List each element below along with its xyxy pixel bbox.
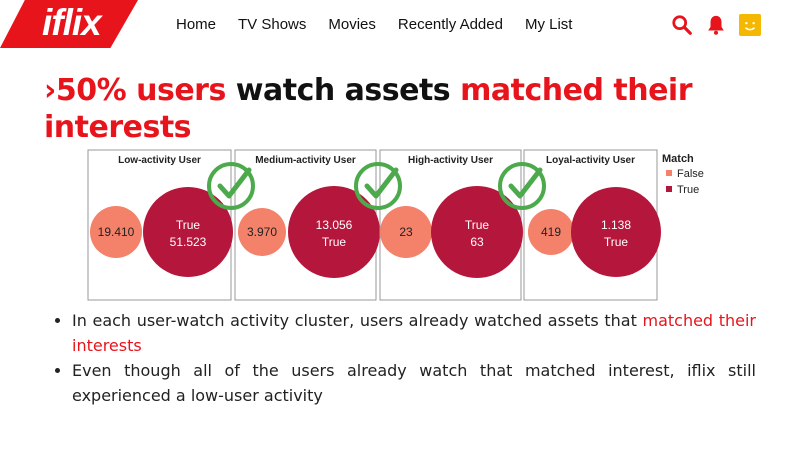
- title-part-end: matched their interests: [44, 73, 693, 145]
- panel-title: Medium-activity User: [255, 155, 356, 166]
- bubble-true-label-line1: True: [465, 218, 490, 232]
- panel-title: High-activity User: [408, 155, 493, 166]
- bubble-false-label: 419: [541, 225, 561, 239]
- bubble-false-label: 3.970: [247, 225, 277, 239]
- bubble-true-label-line1: True: [176, 218, 201, 232]
- bubble-false: [528, 209, 574, 255]
- nav-movies[interactable]: Movies: [328, 16, 376, 33]
- bubble-false-label: 23: [399, 225, 413, 239]
- title-part-stat: ›50% users: [44, 73, 236, 108]
- chart-panel: Medium-activity User 3.970 13.056 True: [234, 149, 380, 301]
- legend-title: Match: [662, 153, 694, 165]
- title-part-middle: watch assets: [235, 73, 461, 108]
- search-icon[interactable]: [671, 14, 693, 36]
- panel-title: Low-activity User: [118, 155, 201, 166]
- bell-icon[interactable]: [705, 14, 727, 36]
- nav-my-list[interactable]: My List: [524, 16, 573, 33]
- bubble-true: [288, 186, 380, 278]
- bubble-false: [90, 206, 142, 258]
- legend-swatch: [666, 170, 672, 176]
- bubble-true-label-line2: True: [322, 235, 347, 249]
- main-nav: Home TV Shows Movies Recently Added My L…: [176, 16, 594, 33]
- bullet-item-2: Even though all of the users already wat…: [72, 358, 756, 408]
- chart-legend: Match False True: [662, 153, 704, 196]
- check-icon: [498, 162, 546, 210]
- bubble-chart: Low-activity User 19.410 True 51.523 Medium-…: [87, 149, 704, 301]
- header-icons: [671, 14, 761, 36]
- page-title: ›50% users watch assets matched their in…: [44, 72, 764, 146]
- bullet-list: In each user-watch activity cluster, use…: [56, 308, 756, 408]
- nav-tv-shows[interactable]: TV Shows: [238, 16, 307, 33]
- bubble-true-label-line2: 51.523: [170, 235, 207, 249]
- nav-home[interactable]: Home: [176, 16, 217, 33]
- bullet-item-1: In each user-watch activity cluster, use…: [72, 308, 756, 358]
- chart-panel: Low-activity User 19.410 True 51.523: [87, 149, 233, 301]
- bubble-true: [571, 187, 661, 277]
- bubble-true-label-line1: 13.056: [316, 218, 353, 232]
- profile-avatar-icon[interactable]: [739, 14, 761, 36]
- legend-item: False: [677, 168, 704, 180]
- check-icon: [207, 162, 255, 210]
- legend-swatch: [666, 186, 672, 192]
- panel-title: Loyal-activity User: [546, 155, 635, 166]
- bubble-false-label: 19.410: [98, 225, 135, 239]
- logo-banner: [0, 0, 138, 48]
- legend-item: True: [677, 184, 699, 196]
- bubble-true-label-line1: 1.138: [601, 218, 631, 232]
- iflix-logo[interactable]: iflix: [42, 2, 102, 43]
- bubble-false: [238, 208, 286, 256]
- bubble-true-label-line2: 63: [470, 235, 484, 249]
- chart-panel: Loyal-activity User 419 1.138 True: [523, 149, 661, 301]
- bubble-false: [380, 206, 432, 258]
- bubble-true-label-line2: True: [604, 235, 629, 249]
- bubble-true: [431, 186, 523, 278]
- chart-panel: High-activity User 23 True 63: [379, 149, 523, 301]
- nav-recently-added[interactable]: Recently Added: [397, 16, 503, 33]
- check-icon: [354, 162, 402, 210]
- bubble-true: [143, 187, 233, 277]
